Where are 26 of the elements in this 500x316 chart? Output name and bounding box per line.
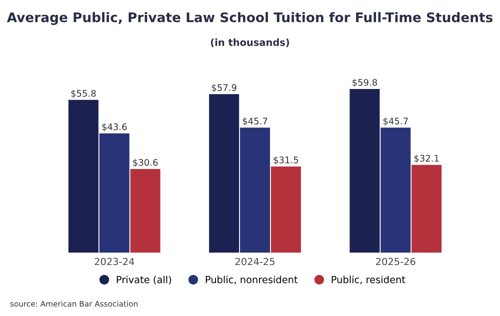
- bar: [68, 100, 98, 253]
- chart-subtitle: (in thousands): [210, 38, 290, 48]
- x-tick-label: 2024-25: [235, 258, 274, 266]
- bar: [380, 128, 411, 253]
- data-label: $57.9: [212, 84, 236, 92]
- chart-title: Average Public, Private Law School Tuition for Full-Time Students: [6, 12, 493, 25]
- bar: [130, 168, 160, 253]
- data-label: $59.8: [352, 78, 377, 88]
- bar: [209, 94, 240, 253]
- data-label: $31.5: [274, 156, 298, 165]
- legend-label: Private (all): [116, 276, 172, 284]
- bar: [240, 128, 270, 253]
- bar: [412, 164, 442, 253]
- data-label: $30.6: [133, 158, 158, 168]
- x-tick-label: 2023-24: [94, 258, 134, 266]
- data-label: $32.1: [414, 154, 439, 163]
- data-label: $45.7: [242, 117, 268, 126]
- data-label: $43.6: [102, 123, 127, 132]
- legend-label: Public, nonresident: [206, 276, 298, 284]
- data-label: $45.7: [383, 117, 408, 126]
- x-tick-label: 2025-26: [376, 258, 416, 266]
- data-label: $55.8: [71, 90, 96, 98]
- legend-label: Public, resident: [332, 276, 406, 284]
- bar: [99, 133, 130, 253]
- bar: [270, 166, 301, 253]
- bar: [350, 88, 380, 253]
